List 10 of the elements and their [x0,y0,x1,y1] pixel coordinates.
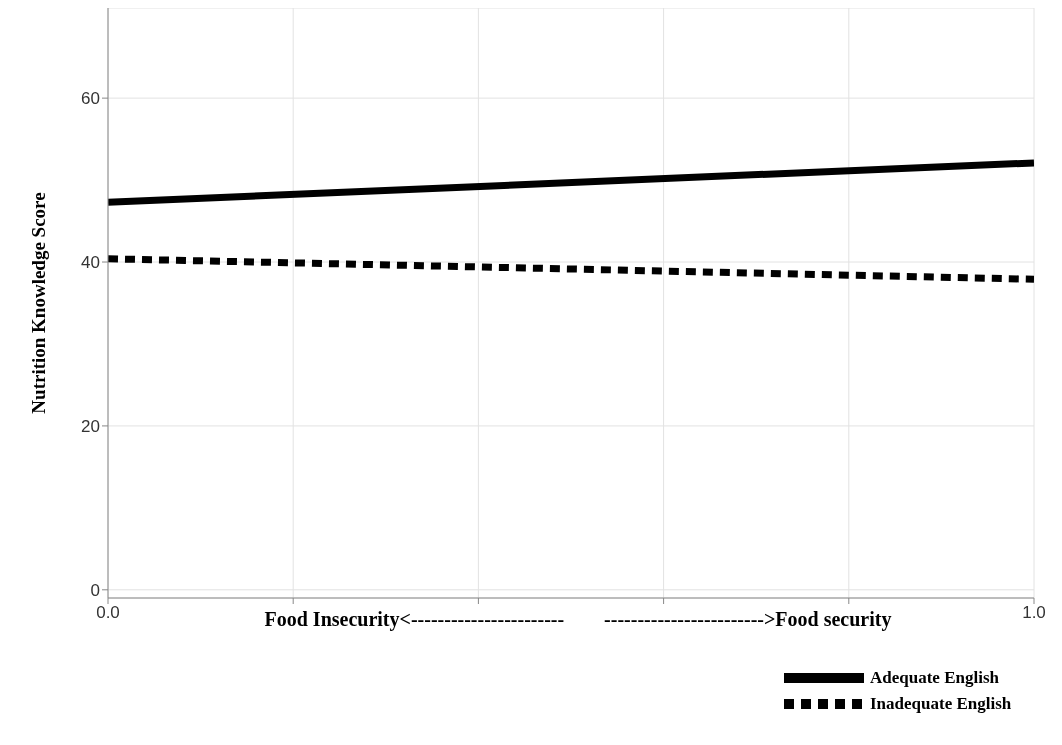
y-axis-title: Nutrition Knowledge Score [27,192,49,414]
y-tick-label: 60 [81,89,100,109]
x-tick-label: 1.0 [1022,603,1046,623]
y-tick-label: 40 [81,253,100,273]
legend-label: Adequate English [870,668,999,688]
x-tick-label: 0.0 [96,603,120,623]
legend-label: Inadequate English [870,694,1012,714]
y-tick-label: 20 [81,416,100,436]
y-tick-label: 0 [90,580,100,600]
x-axis-title: Food Insecurity<----------------------- ------------------------>Food security [264,608,892,630]
